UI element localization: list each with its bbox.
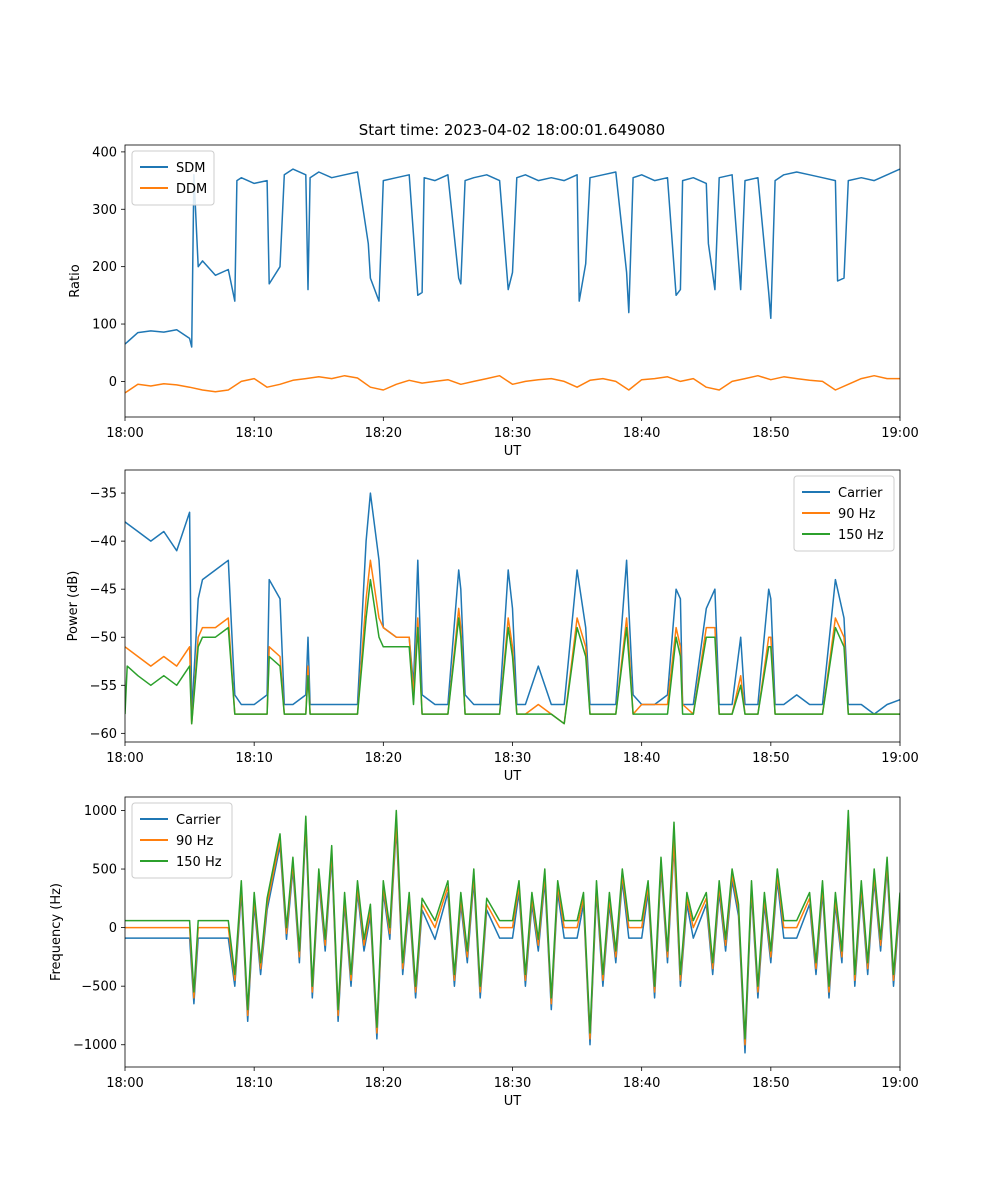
x-tick-label: 19:00 xyxy=(881,426,918,441)
x-tick-label: 18:10 xyxy=(235,426,272,441)
legend-label: SDM xyxy=(176,161,205,176)
x-tick-label: 18:00 xyxy=(106,1076,143,1091)
x-tick-label: 18:20 xyxy=(365,426,402,441)
legend-label: 150 Hz xyxy=(838,528,884,543)
legend-label: DDM xyxy=(176,182,207,197)
y-axis-label: Power (dB) xyxy=(66,571,81,642)
x-tick-label: 18:40 xyxy=(623,751,660,766)
series-line-carrier xyxy=(125,492,900,715)
x-tick-label: 18:30 xyxy=(494,1076,531,1091)
legend-frame xyxy=(131,150,215,206)
legend: Carrier 90 Hz 150 Hz xyxy=(131,802,233,879)
y-tick-label: −40 xyxy=(90,535,117,550)
x-tick-label: 18:50 xyxy=(752,426,789,441)
legend-label: 90 Hz xyxy=(838,507,875,522)
y-tick-label: 0 xyxy=(109,921,117,936)
x-tick-label: 18:40 xyxy=(623,426,660,441)
x-tick-label: 18:10 xyxy=(235,751,272,766)
chart-panel-3: 18:00 18:10 18:20 18:30 18:40 18:50 19:00 1000 5… xyxy=(49,796,919,1109)
legend-label: 150 Hz xyxy=(176,855,222,870)
legend-label: Carrier xyxy=(838,486,883,501)
x-tick-label: 18:40 xyxy=(623,1076,660,1091)
y-tick-label: 400 xyxy=(92,145,117,160)
x-tick-label: 18:00 xyxy=(106,426,143,441)
y-tick-label: −500 xyxy=(81,980,117,995)
y-tick-label: 300 xyxy=(92,203,117,218)
series-line-150-hz xyxy=(125,809,900,1040)
x-tick-label: 18:50 xyxy=(752,1076,789,1091)
y-axis-label: Frequency (Hz) xyxy=(49,883,64,981)
y-tick-label: −45 xyxy=(90,583,117,598)
x-axis-label: UT xyxy=(504,769,522,784)
y-tick-label: 100 xyxy=(92,318,117,333)
x-tick-label: 19:00 xyxy=(881,751,918,766)
y-tick-label: 200 xyxy=(92,260,117,275)
legend: Carrier 90 Hz 150 Hz xyxy=(793,475,895,552)
y-tick-label: 0 xyxy=(109,375,117,390)
y-tick-label: −50 xyxy=(90,631,117,646)
y-tick-label: −1000 xyxy=(73,1038,117,1053)
series-line-ddm xyxy=(125,374,900,394)
x-tick-label: 18:30 xyxy=(494,751,531,766)
x-axis-label: UT xyxy=(504,444,522,459)
x-axis-label: UT xyxy=(504,1094,522,1109)
legend: SDM DDM xyxy=(131,150,215,206)
legend-frame xyxy=(793,475,895,552)
y-axis-label: Ratio xyxy=(68,264,83,297)
y-tick-label: 500 xyxy=(92,863,117,878)
x-tick-label: 19:00 xyxy=(881,1076,918,1091)
chart-panel-1: 18:00 18:10 18:20 18:30 18:40 18:50 19:00 0 100 2… xyxy=(68,144,919,459)
series-line-150-hz xyxy=(125,578,900,725)
chart-panel-2: 18:00 18:10 18:20 18:30 18:40 18:50 19:00 −35 −4… xyxy=(66,469,919,784)
x-tick-label: 18:30 xyxy=(494,426,531,441)
figure-title: Start time: 2023-04-02 18:00:01.649080 xyxy=(359,121,665,139)
y-tick-label: −35 xyxy=(90,487,117,502)
legend-label: 90 Hz xyxy=(176,834,213,849)
series-line-sdm xyxy=(125,168,900,348)
legend-label: Carrier xyxy=(176,813,221,828)
x-tick-label: 18:20 xyxy=(365,751,402,766)
legend-frame xyxy=(131,802,233,879)
y-tick-label: −55 xyxy=(90,679,117,694)
x-tick-label: 18:00 xyxy=(106,751,143,766)
x-tick-label: 18:20 xyxy=(365,1076,402,1091)
x-tick-label: 18:10 xyxy=(235,1076,272,1091)
x-tick-label: 18:50 xyxy=(752,751,789,766)
y-tick-label: 1000 xyxy=(84,804,117,819)
y-tick-label: −60 xyxy=(90,727,117,742)
